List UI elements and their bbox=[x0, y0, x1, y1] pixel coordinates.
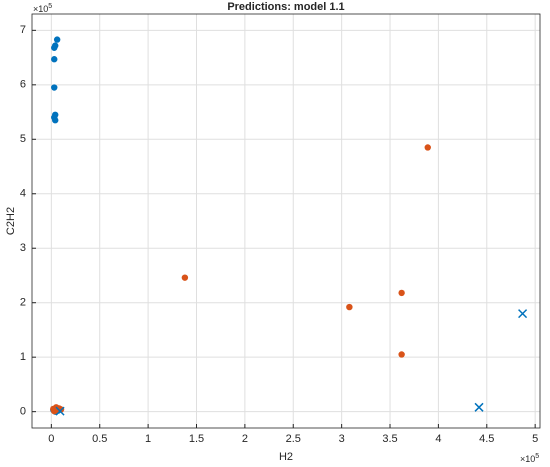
x-tick-label: 1 bbox=[145, 433, 151, 445]
y-multiplier-base: ×10 bbox=[33, 4, 48, 14]
point bbox=[51, 44, 58, 51]
y-tick-label: 6 bbox=[20, 79, 26, 91]
x-axis-label: H2 bbox=[279, 451, 293, 463]
y-multiplier-exponent: 5 bbox=[48, 3, 52, 10]
y-tick-label: 2 bbox=[20, 297, 26, 309]
y-axis-label: C2H2 bbox=[5, 207, 17, 235]
point bbox=[398, 289, 405, 297]
point bbox=[51, 84, 58, 91]
x-tick-label: 2 bbox=[242, 433, 248, 445]
point bbox=[51, 56, 58, 63]
x-tick-label: 3.5 bbox=[382, 433, 397, 445]
x-multiplier-exponent: 5 bbox=[535, 453, 539, 460]
x-tick-label: 4 bbox=[435, 433, 441, 445]
point bbox=[53, 36, 61, 43]
y-tick-label: 1 bbox=[20, 351, 26, 363]
y-multiplier: ×105 bbox=[33, 3, 52, 15]
point-x bbox=[55, 406, 65, 416]
point bbox=[52, 117, 59, 124]
point bbox=[424, 144, 431, 151]
y-tick-label: 0 bbox=[20, 406, 26, 418]
y-tick-label: 7 bbox=[20, 24, 26, 36]
y-tick-label: 3 bbox=[20, 242, 26, 254]
x-tick-label: 5 bbox=[532, 433, 538, 445]
x-tick-label: 3 bbox=[339, 433, 345, 445]
chart-title: Predictions: model 1.1 bbox=[227, 1, 344, 13]
x-tick-label: 0.5 bbox=[92, 433, 107, 445]
point-x bbox=[518, 309, 528, 319]
point bbox=[398, 351, 405, 358]
axes-box bbox=[31, 13, 541, 429]
y-tick-label: 4 bbox=[20, 188, 26, 200]
plot-area bbox=[32, 14, 540, 428]
x-multiplier-base: ×10 bbox=[520, 454, 535, 464]
x-tick-label: 1.5 bbox=[189, 433, 204, 445]
point bbox=[346, 303, 353, 311]
point-x bbox=[474, 402, 484, 412]
x-tick-label: 4.5 bbox=[479, 433, 494, 445]
x-multiplier: ×105 bbox=[520, 453, 539, 465]
x-tick-label: 0 bbox=[48, 433, 54, 445]
point bbox=[181, 274, 189, 281]
y-tick-label: 5 bbox=[20, 133, 26, 145]
x-tick-label: 2.5 bbox=[286, 433, 301, 445]
